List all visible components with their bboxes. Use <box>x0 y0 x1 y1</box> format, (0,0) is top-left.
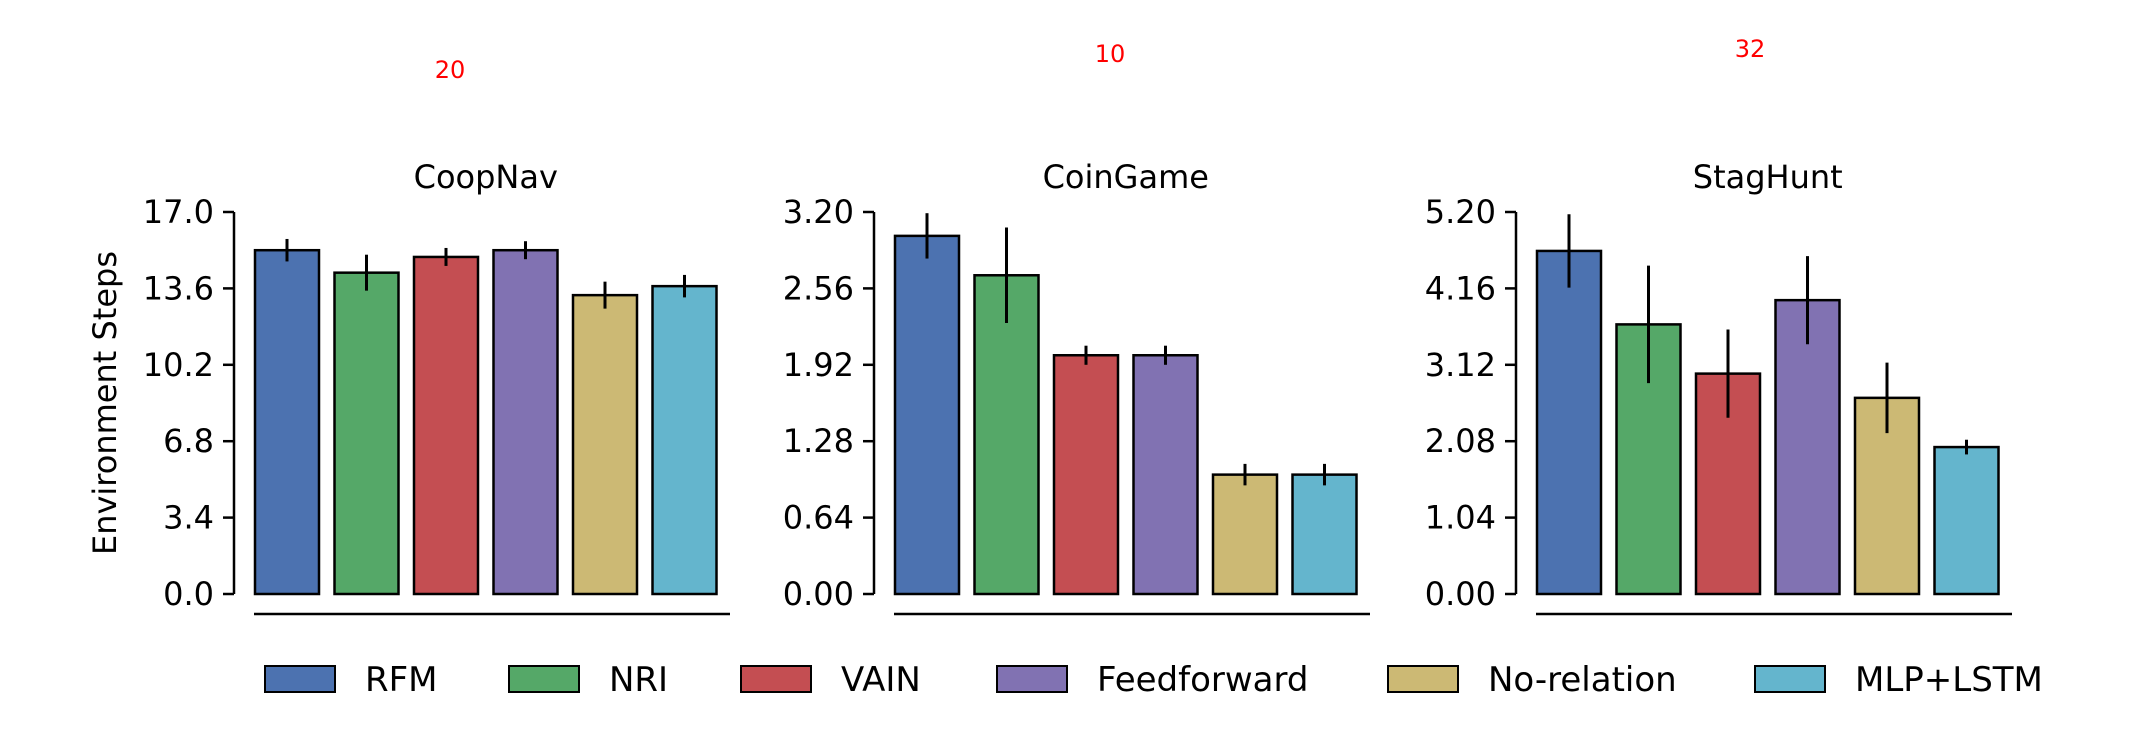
bar-rfm <box>253 248 321 596</box>
legend-swatch-rfm <box>264 665 336 693</box>
bar-vain <box>412 255 480 596</box>
legend-swatch-mlp-lstm <box>1754 665 1826 693</box>
y-tick-label: 3.4 <box>163 499 214 537</box>
chart-title: StagHunt <box>1693 158 1843 196</box>
y-axis-label: Environment Steps <box>86 251 124 555</box>
legend-swatch-feedforward <box>996 665 1068 693</box>
legend-label: VAIN <box>841 660 921 700</box>
y-tick-label: 0.00 <box>1425 575 1496 613</box>
bar-no-relation <box>571 293 639 596</box>
legend-swatch-vain <box>740 665 812 693</box>
y-tick-label: 4.16 <box>1425 269 1496 307</box>
legend-label: MLP+LSTM <box>1855 660 2043 700</box>
y-tick-label: 0.00 <box>783 575 854 613</box>
chart-annotation: 32 <box>1735 35 1766 63</box>
y-tick-label: 0.0 <box>163 575 214 613</box>
y-tick-label: 5.20 <box>1425 193 1496 231</box>
y-tick-label: 1.92 <box>783 346 854 384</box>
y-tick-label: 2.56 <box>783 269 854 307</box>
bar-no-relation <box>1853 396 1921 596</box>
legend-label: NRI <box>609 660 668 700</box>
y-tick-label: 13.6 <box>143 269 214 307</box>
legend-label: No-relation <box>1488 660 1677 700</box>
bar-mlp-lstm <box>651 284 718 596</box>
y-tick-label: 2.08 <box>1425 422 1496 460</box>
legend-swatch-no-relation <box>1387 665 1459 693</box>
bar-feedforward <box>1132 354 1199 596</box>
y-tick-label: 1.28 <box>783 422 854 460</box>
y-tick-label: 17.0 <box>143 193 214 231</box>
legend-label: Feedforward <box>1097 660 1308 700</box>
y-tick-label: 0.64 <box>783 499 854 537</box>
y-tick-label: 3.12 <box>1425 346 1496 384</box>
chart-annotation: 10 <box>1095 40 1126 68</box>
bar-rfm <box>1535 249 1603 596</box>
y-tick-label: 10.2 <box>143 346 214 384</box>
y-tick-label: 1.04 <box>1425 499 1496 537</box>
bar-nri <box>333 271 400 596</box>
legend-swatch-nri <box>508 665 580 693</box>
y-tick-label: 3.20 <box>783 193 854 231</box>
bar-feedforward <box>492 248 559 596</box>
chart-title: CoinGame <box>1043 158 1209 196</box>
bar-mlp-lstm <box>1291 473 1358 596</box>
chart-annotation: 20 <box>435 56 466 84</box>
bar-nri <box>973 274 1040 596</box>
legend-label: RFM <box>365 660 438 700</box>
bar-no-relation <box>1211 473 1279 596</box>
bar-mlp-lstm <box>1933 445 2000 596</box>
bar-vain <box>1052 354 1120 596</box>
bar-rfm <box>893 234 961 596</box>
y-tick-label: 6.8 <box>163 422 214 460</box>
chart-title: CoopNav <box>414 158 558 196</box>
